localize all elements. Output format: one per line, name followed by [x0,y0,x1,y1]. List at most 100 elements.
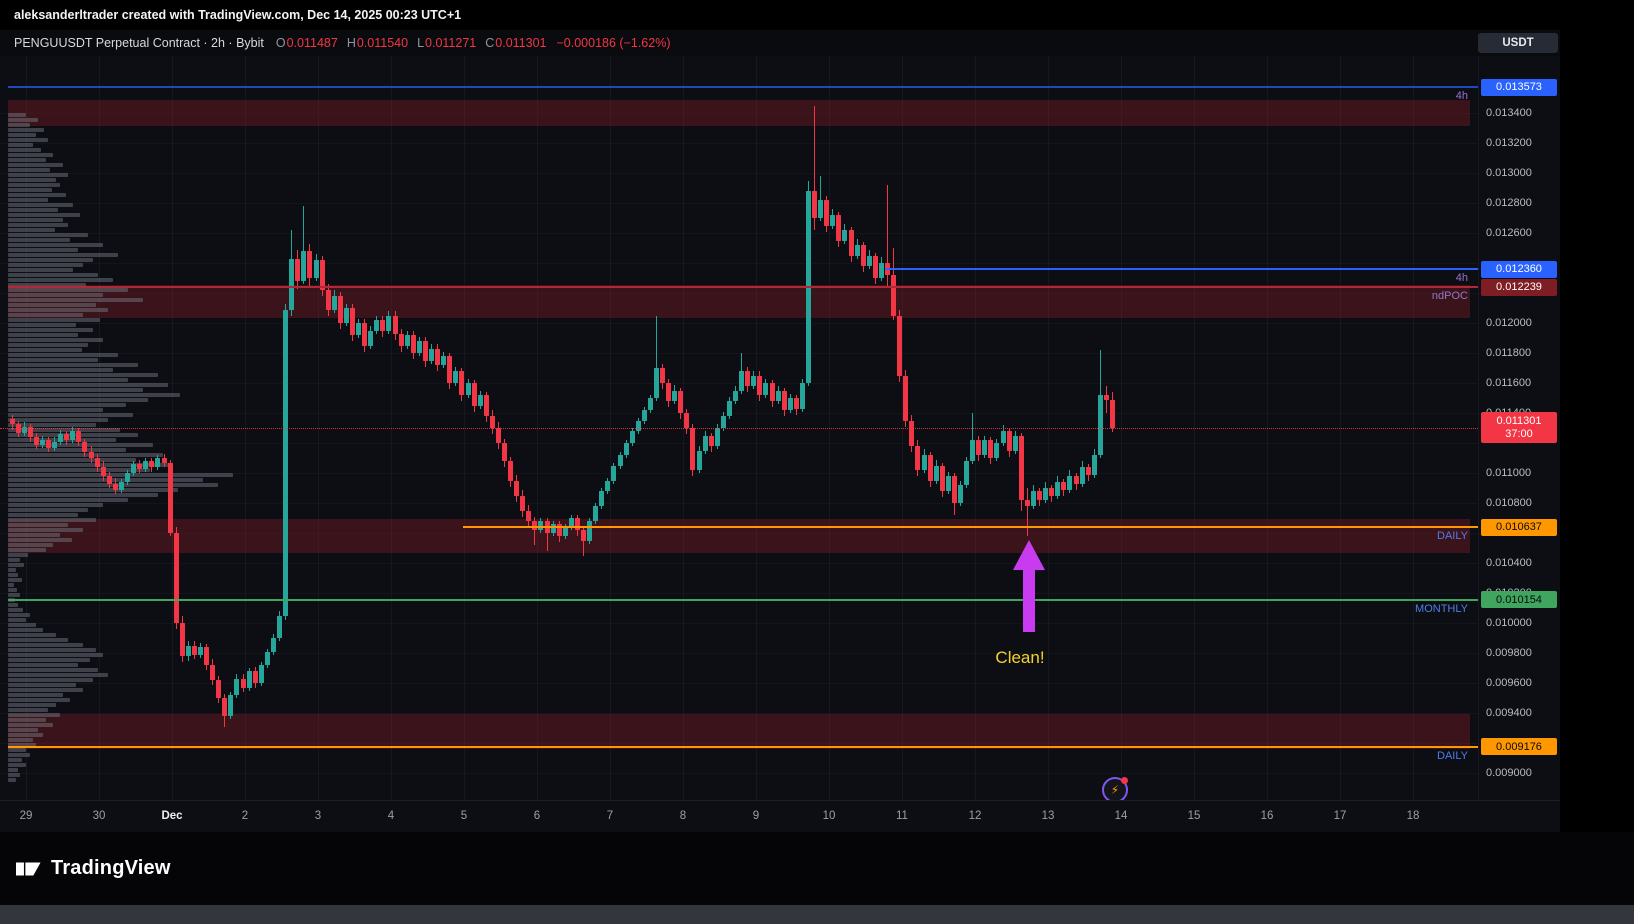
price-line-4h[interactable] [885,268,1478,270]
volume-profile-bar [8,238,70,242]
candle-body [842,230,848,241]
candle-body [508,461,514,481]
volume-profile-bar [8,618,26,622]
supply-zone[interactable] [8,714,1470,749]
volume-profile-bar [8,623,36,627]
candle-body [696,450,702,470]
candle-body [708,435,714,446]
volume-profile-bar [8,703,56,707]
candle-body [94,458,100,467]
candle-body [909,420,915,446]
volume-profile-bar [8,353,118,357]
candle-body [1018,435,1024,500]
candle-body [410,335,416,353]
candle-wick [820,176,822,221]
current-price-line [0,427,1478,429]
candle-body [751,375,757,386]
time-axis-corner [1478,800,1560,832]
candle-body [1109,399,1115,428]
volume-profile-bar [8,698,70,702]
price-tick-label: 0.011600 [1486,377,1532,389]
tradingview-logo-text[interactable]: TradingView [51,857,171,879]
high-label: H [346,36,356,50]
candle-body [118,482,124,490]
supply-zone[interactable] [8,519,1470,553]
candle-body [1091,455,1097,475]
volume-profile-bar [8,318,100,322]
volume-profile-bar [8,453,163,457]
volume-profile-bar [8,393,180,397]
candle-body [112,483,118,490]
candle-body [76,431,82,442]
price-line-daily[interactable] [8,745,1478,748]
volume-profile-bar [8,148,41,152]
grid-line-horizontal [0,143,1478,144]
volume-profile-bar [8,398,148,402]
candle-wick [972,413,974,464]
lightning-glyph: ⚡ [1110,783,1120,797]
candle-body [289,258,295,310]
volume-profile-bar [8,303,96,307]
volume-profile-bar [8,183,60,187]
volume-profile-bar [8,448,126,452]
volume-profile-bar [8,473,233,477]
candle-body [793,398,799,409]
volume-profile-bar [8,423,96,427]
candle-body [179,623,185,656]
candle-body [945,476,951,491]
candle-body [137,464,143,469]
candle-body [587,521,593,541]
price-line-tag: MONTHLY [1415,602,1468,615]
price-line-daily[interactable] [463,526,1478,529]
volume-profile-bar [8,653,103,657]
candle-body [349,308,355,335]
volume-profile-bar [8,413,133,417]
annotation-text[interactable]: Clean! [995,648,1045,667]
volume-profile-bar [8,753,30,757]
price-tick-label: 0.009800 [1486,647,1532,659]
candle-body [660,368,666,383]
chart-pane[interactable]: Clean! ⚡ 4h 4h ndPOC DAILY MONTHLY DAILY [0,56,1478,800]
candle-body [1049,488,1055,496]
candle-body [520,495,526,511]
volume-profile-bar [8,768,18,772]
volume-profile-bar [8,538,72,542]
price-line-monthly[interactable] [8,598,1478,601]
price-line-ndpoc[interactable] [8,286,1478,289]
price-axis[interactable]: 0.013573 0.012360 0.012239 0.010637 0.010154… [1478,56,1560,800]
arrow-up-drawing[interactable] [1012,540,1046,632]
volume-profile-bar [8,248,78,252]
volume-profile-bar [8,583,14,587]
volume-profile-bar [8,643,83,647]
candle-body [556,524,562,536]
lightning-icon[interactable]: ⚡ [1102,777,1128,800]
price-axis-badge: 0.012239 [1481,278,1557,296]
volume-profile-bar [8,213,80,217]
price-line-4h[interactable] [8,86,1478,89]
time-axis[interactable]: 29 30 Dec 2 3 4 5 6 7 8 9 10 11 12 13 14 15 16 17 18 [0,800,1478,832]
supply-zone[interactable] [8,285,1470,319]
open-label: O [275,36,286,50]
candle-body [763,383,769,395]
price-line-tag: 4h [1455,272,1468,284]
price-tick-label: 0.010800 [1486,497,1532,509]
volume-profile-bar [8,178,56,182]
volume-profile-bar [8,298,143,302]
supply-zone[interactable] [8,99,1470,127]
candle-body [155,458,161,467]
candle-body [149,461,155,467]
candle-body [489,416,495,428]
candle-body [368,330,374,346]
time-axis-label: 18 [1406,810,1420,822]
candle-body [1000,431,1006,443]
volume-profile-bar [8,723,53,727]
candle-body [745,371,751,386]
currency-toggle-button[interactable]: USDT [1478,33,1558,53]
symbol-title[interactable]: PENGUUSDT Perpetual Contract · 2h · Bybi… [14,36,264,50]
candle-body [1006,431,1012,451]
candle-body [635,420,641,431]
candle-body [356,323,362,335]
tradingview-logo-icon[interactable] [16,857,42,881]
close-label: C [485,36,495,50]
candle-body [319,260,325,290]
